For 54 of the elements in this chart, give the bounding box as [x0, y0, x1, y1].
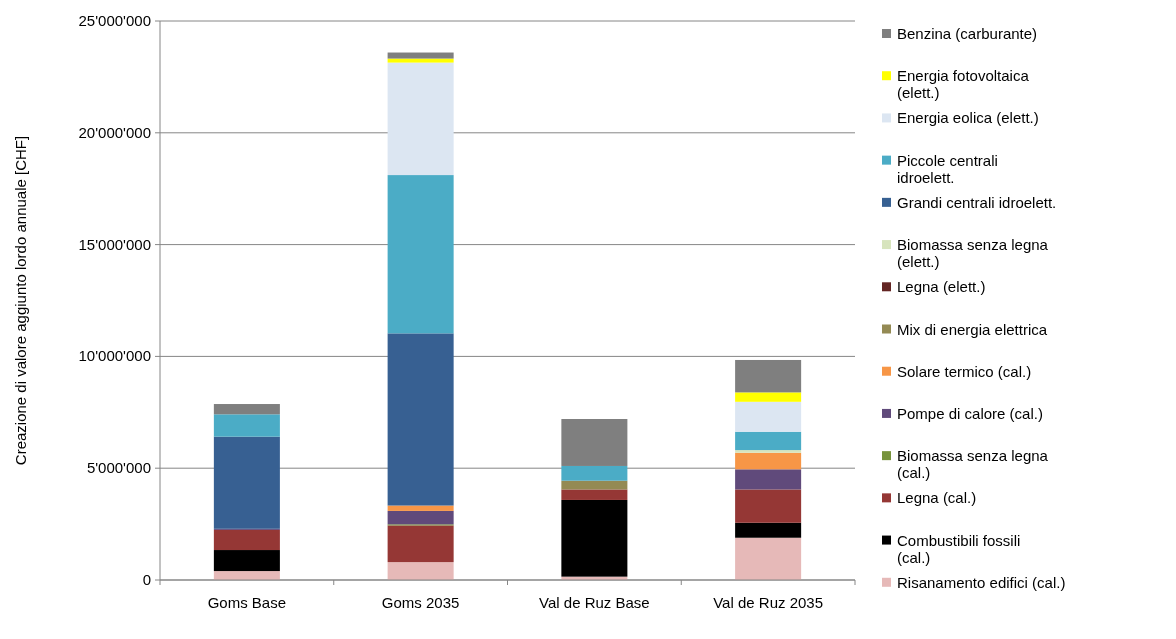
bar — [735, 452, 802, 470]
y-axis-title: Creazione di valore aggiunto lordo annuale [CHF] — [12, 135, 29, 466]
x-tick-label: Val de Ruz Base — [539, 594, 650, 611]
legend-label: Energia fotovoltaica (elett.) — [897, 67, 1030, 102]
bar — [387, 52, 454, 59]
bar — [735, 431, 802, 451]
legend-label: Solare termico (cal.) — [897, 362, 1032, 380]
legend-label: Energia eolica (elett.) — [897, 109, 1039, 127]
bar — [735, 392, 802, 402]
bar — [561, 499, 628, 577]
bar — [387, 333, 454, 506]
bar — [735, 537, 802, 580]
y-tick-label: 15'000'000 — [78, 235, 151, 253]
bar — [387, 62, 454, 176]
bar — [561, 419, 628, 466]
legend-label: Biomassa senza legna (elett.) — [897, 236, 1049, 271]
bar — [735, 359, 802, 393]
y-tick-label: 0 — [142, 571, 151, 588]
legend-label: Combustibili fossili (cal.) — [897, 531, 1021, 566]
bar — [735, 522, 802, 538]
bar — [561, 489, 628, 500]
bar — [387, 175, 454, 334]
bar — [213, 436, 280, 529]
x-tick-label: Goms 2035 — [381, 594, 460, 611]
bar — [387, 58, 454, 63]
bar — [387, 510, 454, 525]
bar — [735, 469, 802, 490]
bar — [213, 550, 280, 572]
x-tick-label: Goms Base — [207, 594, 287, 611]
bar — [735, 489, 802, 523]
y-tick-label: 25'000'000 — [78, 12, 151, 29]
legend-label: Piccole centrali idroelett. — [897, 151, 998, 186]
bar — [213, 529, 280, 551]
bar — [387, 505, 454, 511]
y-tick-label: 10'000'000 — [78, 347, 151, 365]
legend-label: Grandi centrali idroelett. — [897, 193, 1057, 211]
y-tick-label: 5'000'000 — [86, 459, 151, 477]
legend-label: Pompe di calore (cal.) — [897, 404, 1043, 422]
x-tick-label: Val de Ruz 2035 — [713, 594, 824, 611]
legend-label: Mix di energia elettrica — [897, 320, 1048, 338]
bar — [213, 404, 280, 415]
bar — [387, 525, 454, 563]
bar — [387, 562, 454, 580]
legend-label: Biomassa senza legna (cal.) — [897, 447, 1049, 482]
legend-label: Benzina (carburante) — [897, 25, 1038, 42]
legend-label: Risanamento edifici (cal.) — [897, 573, 1066, 591]
bar — [735, 401, 802, 432]
legend-label: Legna (cal.) — [897, 489, 977, 507]
bar — [735, 450, 802, 453]
y-tick-label: 20'000'000 — [78, 123, 151, 141]
bar — [561, 465, 628, 481]
bar — [561, 480, 628, 490]
bar — [213, 414, 280, 437]
legend-label: Legna (elett.) — [897, 278, 986, 296]
